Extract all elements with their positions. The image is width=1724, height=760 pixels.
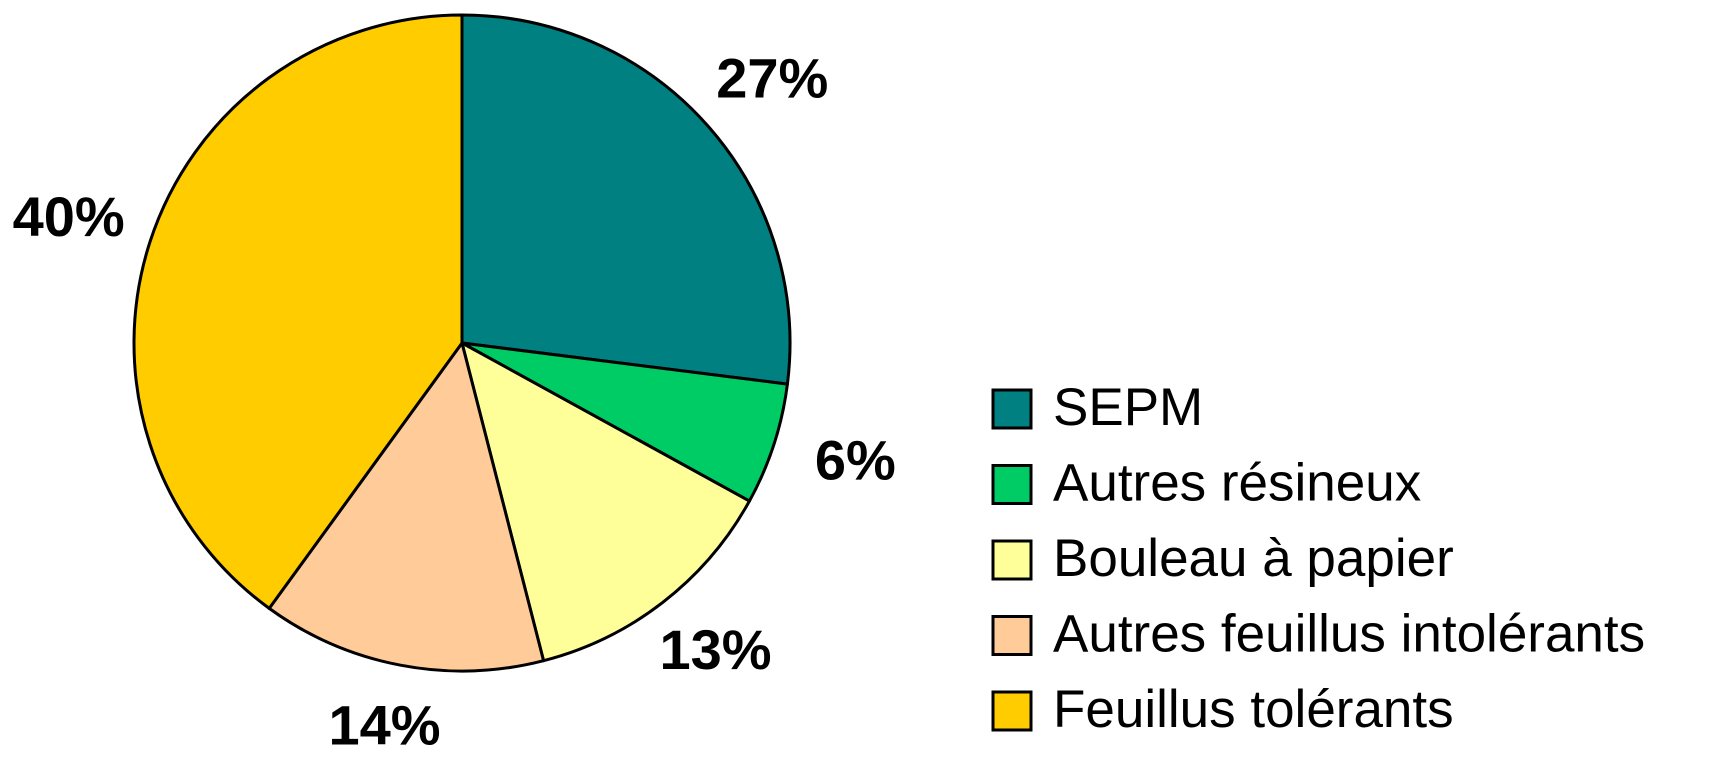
data-label: 27%	[716, 47, 828, 110]
legend-label: Autres feuillus intolérants	[1053, 605, 1645, 664]
legend-label: Bouleau à papier	[1053, 529, 1454, 588]
legend-label: SEPM	[1053, 378, 1203, 437]
data-label: 40%	[13, 185, 125, 248]
data-label: 6%	[815, 428, 896, 491]
legend-swatch	[991, 690, 1033, 732]
legend-swatch	[991, 615, 1033, 656]
pie-slice	[460, 341, 751, 663]
pie-slice	[460, 13, 792, 386]
legend-swatch	[991, 388, 1033, 430]
pie-slice	[267, 341, 546, 673]
legend-swatch	[991, 539, 1033, 581]
legend-label: Autres résineux	[1053, 454, 1421, 513]
data-label: 14%	[328, 693, 440, 756]
pie-slice	[132, 13, 464, 610]
data-label: 13%	[659, 618, 771, 681]
legend-label: Feuillus tolérants	[1053, 680, 1454, 739]
pie-slice	[460, 341, 789, 503]
legend-swatch	[991, 464, 1033, 505]
